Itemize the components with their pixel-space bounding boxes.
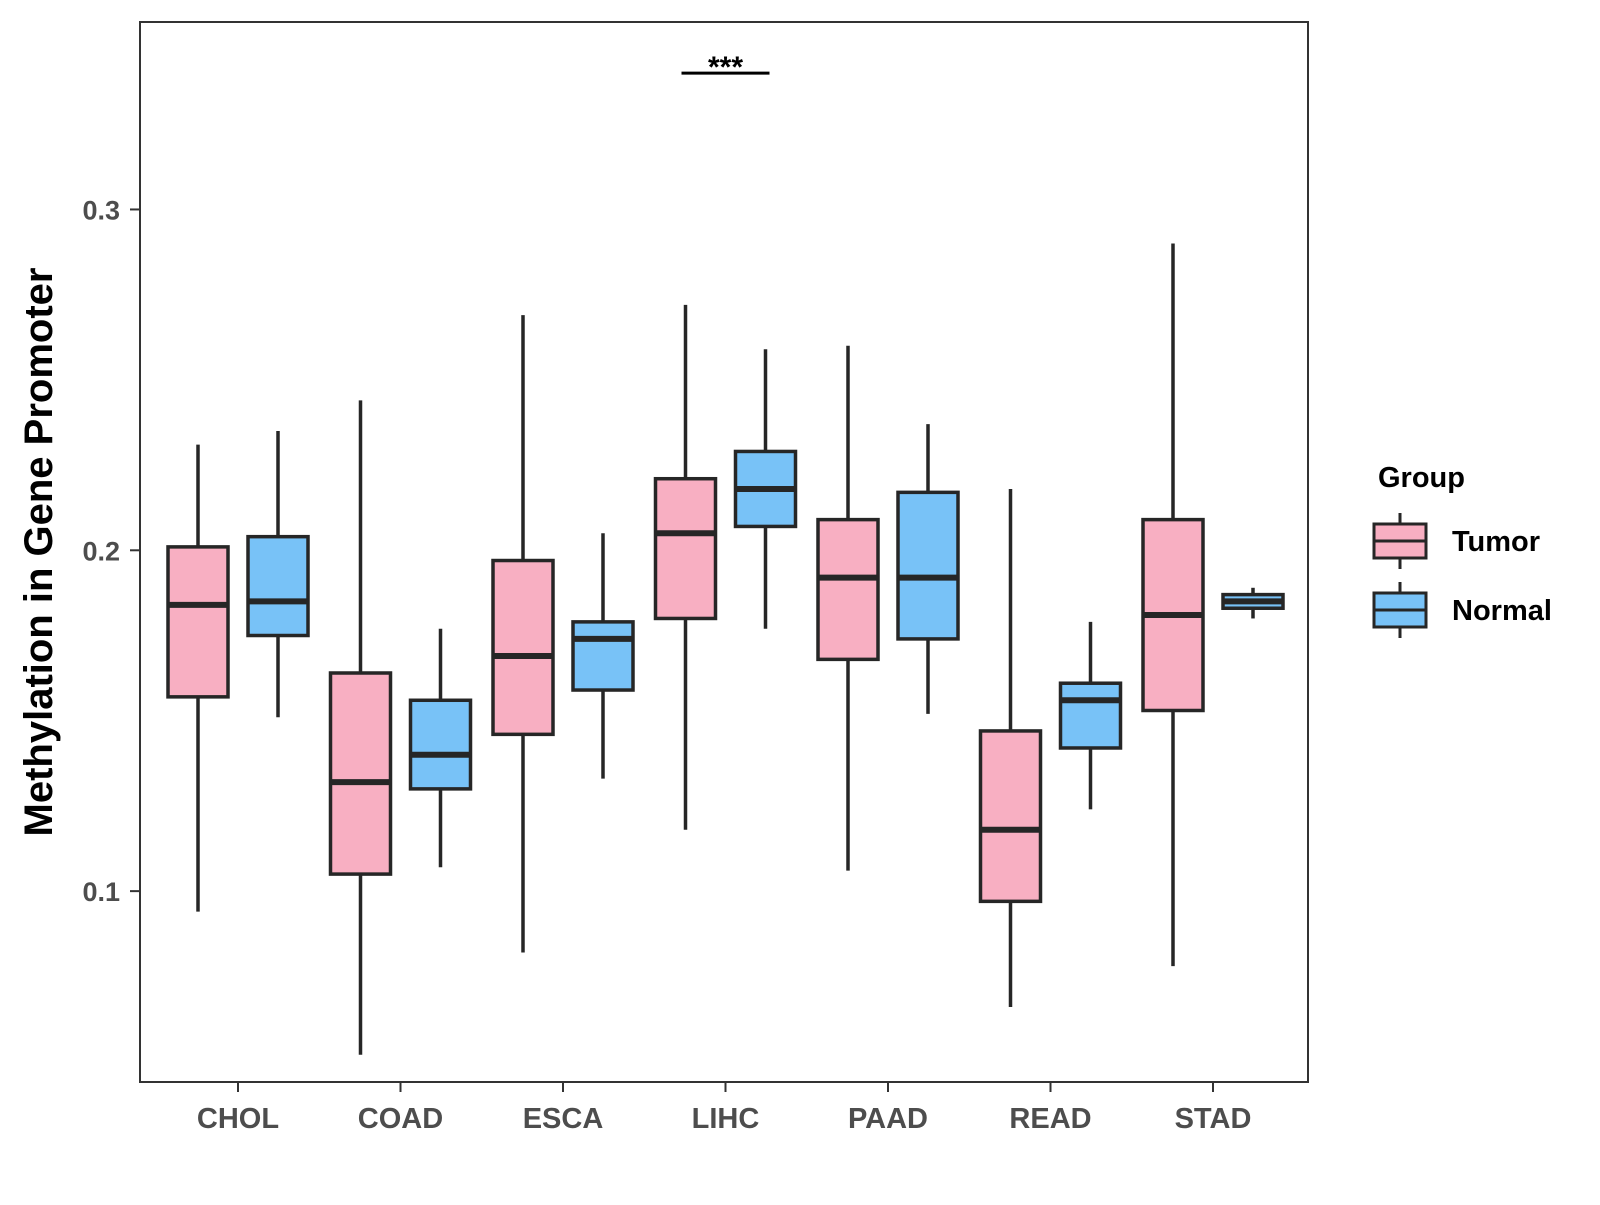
y-tick-label: 0.1 bbox=[82, 877, 120, 907]
box-iqr bbox=[328, 671, 393, 876]
box-normal-read bbox=[1058, 621, 1123, 810]
x-tick-label-coad: COAD bbox=[358, 1103, 443, 1135]
legend-entry-tumor: Tumor bbox=[1372, 513, 1540, 569]
box-iqr bbox=[653, 476, 718, 621]
box-iqr bbox=[1058, 681, 1123, 750]
box-iqr bbox=[978, 729, 1043, 904]
plot-marks bbox=[166, 243, 1285, 1055]
box-iqr bbox=[491, 558, 555, 737]
box-tumor-read bbox=[978, 488, 1043, 1008]
significance-annotations: *** bbox=[681, 51, 770, 84]
box-iqr bbox=[246, 534, 310, 638]
legend-label-tumor: Tumor bbox=[1452, 526, 1540, 558]
x-axis: CHOL COAD ESCA LIHC PAAD READ STAD bbox=[197, 1082, 1251, 1135]
legend-entry-normal: Normal bbox=[1372, 582, 1552, 638]
x-tick-label-lihc: LIHC bbox=[692, 1103, 760, 1135]
y-axis: 0.1 0.2 0.3 bbox=[82, 195, 140, 907]
x-tick-label-chol: CHOL bbox=[197, 1103, 279, 1135]
y-tick-label: 0.2 bbox=[82, 536, 120, 566]
x-tick-label-read: READ bbox=[1009, 1103, 1091, 1135]
box-tumor-lihc bbox=[653, 304, 718, 830]
legend-title: Group bbox=[1378, 462, 1465, 494]
box-normal-stad bbox=[1221, 587, 1285, 619]
box-normal-coad bbox=[408, 628, 473, 868]
box-iqr bbox=[816, 517, 880, 662]
legend-label-normal: Normal bbox=[1452, 595, 1552, 627]
box-iqr bbox=[571, 620, 635, 692]
box-iqr bbox=[896, 490, 960, 641]
legend: Group Tumor Normal bbox=[1372, 462, 1552, 638]
box-tumor-chol bbox=[166, 444, 230, 912]
box-tumor-esca bbox=[491, 315, 555, 953]
box-tumor-stad bbox=[1141, 243, 1205, 967]
box-iqr bbox=[408, 698, 473, 791]
x-tick-label-stad: STAD bbox=[1175, 1103, 1252, 1135]
x-tick-label-esca: ESCA bbox=[523, 1103, 604, 1135]
box-tumor-coad bbox=[328, 400, 393, 1055]
box-iqr bbox=[166, 545, 230, 699]
y-tick-label: 0.3 bbox=[82, 195, 120, 225]
box-normal-paad bbox=[896, 424, 960, 714]
plot-panel-border bbox=[139, 21, 1309, 1083]
box-normal-chol bbox=[246, 431, 310, 718]
y-axis-title: Methylation in Gene Promoter bbox=[17, 268, 61, 837]
legend-entries: Tumor Normal bbox=[1372, 513, 1552, 638]
x-tick-label-paad: PAAD bbox=[848, 1103, 928, 1135]
box-normal-esca bbox=[571, 533, 635, 779]
significance-label: *** bbox=[708, 51, 743, 84]
box-tumor-paad bbox=[816, 345, 880, 871]
box-normal-lihc bbox=[733, 349, 798, 629]
